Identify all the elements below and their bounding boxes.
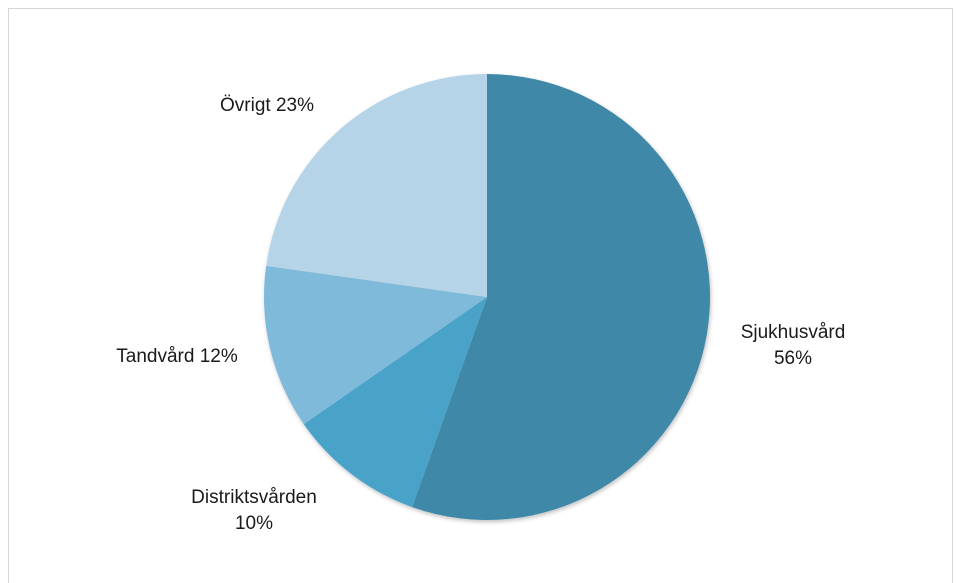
pie-slices <box>264 74 710 520</box>
slice-label-sjukhusvard: Sjukhusvård 56% <box>741 322 846 369</box>
slice-label-tandvard: Tandvård 12% <box>116 346 238 367</box>
slice-label-name: Tandvård <box>116 346 194 367</box>
slice-label-ovrigt: Övrigt 23% <box>220 95 314 116</box>
slice-label-distriktsvarden: Distriktsvården 10% <box>191 487 317 534</box>
pie-slice-distriktsvarden <box>303 297 487 508</box>
pie-slice-tandvard <box>264 265 487 425</box>
slice-label-percent: 12% <box>200 346 238 367</box>
slice-label-name: Sjukhusvård <box>741 322 846 343</box>
pie-slice-ovrigt <box>266 74 487 297</box>
slice-label-percent: 56% <box>774 348 812 369</box>
slice-label-text: Övrigt 23% <box>220 95 314 116</box>
pie-slice-sjukhusvard <box>412 74 710 520</box>
slice-label-percent: 10% <box>235 513 273 534</box>
slice-label-percent: 23% <box>276 95 314 116</box>
slice-label-name: Distriktsvården <box>191 487 317 508</box>
slice-label-text: Tandvård 12% <box>116 346 238 367</box>
slice-label-name: Övrigt <box>220 95 271 116</box>
